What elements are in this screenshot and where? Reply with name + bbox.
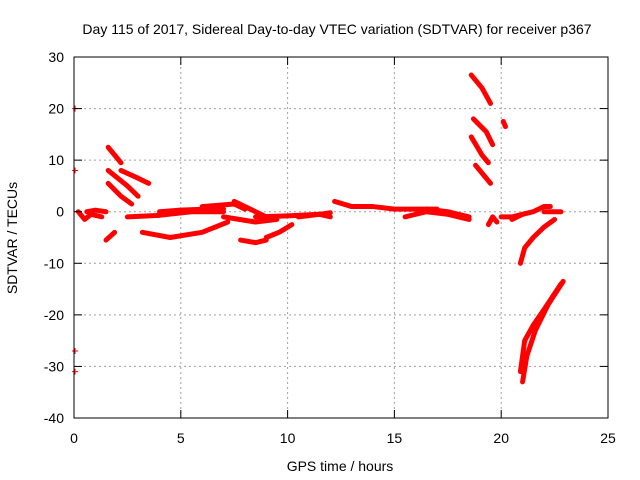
data-track bbox=[263, 222, 295, 240]
y-tick-label: 30 bbox=[48, 49, 64, 65]
data-track bbox=[473, 162, 494, 186]
x-tick-label: 5 bbox=[177, 430, 185, 446]
y-tick-label: 20 bbox=[48, 101, 64, 117]
data-track bbox=[500, 118, 508, 130]
data-track bbox=[124, 209, 227, 220]
y-axis-label: SDTVAR / TECUs bbox=[4, 182, 20, 294]
data-track bbox=[105, 180, 135, 207]
y-tick-label: -10 bbox=[44, 255, 64, 271]
data-track bbox=[238, 237, 269, 246]
x-tick-label: 0 bbox=[70, 430, 78, 446]
plot-frame bbox=[73, 56, 609, 419]
y-tick-label: -20 bbox=[44, 307, 64, 323]
data-track bbox=[509, 204, 553, 222]
data-point bbox=[72, 167, 79, 174]
data-track bbox=[118, 167, 152, 186]
x-tick-label: 15 bbox=[387, 430, 403, 446]
data-track bbox=[105, 144, 124, 166]
data-point bbox=[72, 347, 79, 354]
x-tick-label: 25 bbox=[600, 430, 616, 446]
chart-title: Day 115 of 2017, Sidereal Day-to-day VTE… bbox=[82, 21, 591, 37]
data-track bbox=[332, 198, 440, 212]
data-track bbox=[517, 281, 564, 375]
y-tick-label: 0 bbox=[56, 204, 64, 220]
data-track bbox=[470, 116, 496, 148]
data-track bbox=[75, 209, 105, 222]
y-tick-labels: -40 -30 -20 -10 0 10 20 30 bbox=[44, 49, 64, 426]
y-tick-label: -40 bbox=[44, 410, 64, 426]
data-track bbox=[156, 206, 227, 215]
x-tick-labels: 0 5 10 15 20 25 bbox=[70, 430, 616, 446]
data-track bbox=[423, 206, 472, 220]
x-tick-label: 20 bbox=[493, 430, 509, 446]
data-track bbox=[139, 219, 231, 240]
x-tick-label: 10 bbox=[280, 430, 296, 446]
data-track bbox=[84, 207, 109, 215]
data-track bbox=[468, 134, 491, 166]
data-point bbox=[72, 368, 79, 375]
data-layer bbox=[72, 72, 566, 385]
data-track bbox=[468, 72, 494, 106]
tick-marks bbox=[73, 56, 609, 419]
data-track bbox=[295, 210, 333, 220]
data-track bbox=[103, 229, 118, 243]
y-tick-label: 10 bbox=[48, 152, 64, 168]
data-track bbox=[105, 167, 141, 199]
data-track bbox=[221, 214, 280, 225]
y-tick-label: -30 bbox=[44, 358, 64, 374]
data-track bbox=[485, 214, 500, 228]
data-track bbox=[517, 216, 558, 266]
x-axis-label: GPS time / hours bbox=[287, 458, 394, 474]
data-track bbox=[402, 209, 472, 222]
